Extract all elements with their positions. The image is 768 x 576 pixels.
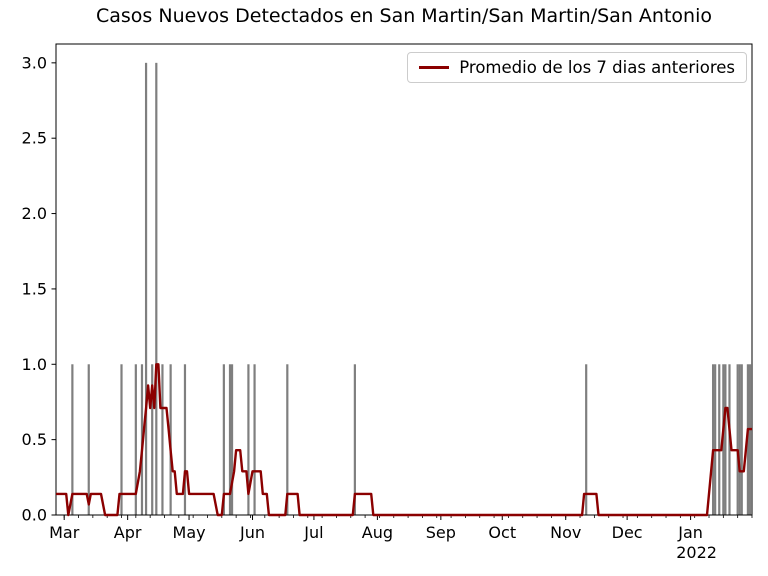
case-bar <box>87 364 90 515</box>
case-bar <box>286 364 289 515</box>
case-bar <box>230 364 234 515</box>
case-bar <box>120 364 123 515</box>
x-year-label: 2022 <box>676 543 717 562</box>
y-tick-label: 2.5 <box>22 129 47 148</box>
axes-spines <box>55 43 753 516</box>
legend-line-swatch <box>419 66 450 69</box>
case-bar <box>134 364 137 515</box>
x-tick-label: May <box>173 523 206 542</box>
case-bar <box>222 364 225 515</box>
case-bar <box>155 62 158 516</box>
x-tick-label: Aug <box>362 523 393 542</box>
case-bar <box>71 364 74 515</box>
chart-title: Casos Nuevos Detectados en San Martin/Sa… <box>96 5 712 27</box>
y-tick-label: 1.0 <box>22 355 47 374</box>
x-tick-label: Dec <box>612 523 643 542</box>
case-bar <box>151 364 154 515</box>
x-tick-label: Jul <box>303 523 323 542</box>
case-bar <box>144 62 148 516</box>
case-bar <box>228 364 232 515</box>
case-bar <box>718 364 721 515</box>
x-tick-label: Jun <box>239 523 265 542</box>
legend-label: Promedio de los 7 dias anteriores <box>459 58 735 77</box>
case-bar <box>736 364 739 515</box>
case-bar <box>353 364 356 515</box>
y-tick-label: 1.5 <box>22 279 47 298</box>
case-bar <box>247 364 250 515</box>
x-tick-label: Mar <box>49 523 80 542</box>
case-bar <box>712 364 715 515</box>
x-tick-label: Sep <box>426 523 456 542</box>
y-tick-label: 2.0 <box>22 204 47 223</box>
x-tick-label: Jan <box>677 523 703 542</box>
x-tick-label: Apr <box>114 523 142 542</box>
case-bar <box>740 364 743 515</box>
average-line <box>56 363 752 517</box>
legend-box: Promedio de los 7 dias anteriores <box>407 52 747 83</box>
case-bar <box>714 364 717 515</box>
case-bar <box>724 364 727 515</box>
y-tick-label: 3.0 <box>22 53 47 72</box>
case-bar <box>253 364 256 515</box>
y-tick-label: 0.5 <box>22 430 47 449</box>
case-bar <box>738 364 741 515</box>
x-tick-label: Nov <box>550 523 581 542</box>
case-bar <box>161 364 164 515</box>
y-tick-label: 0.0 <box>22 506 47 525</box>
case-bar <box>183 364 187 515</box>
case-bar <box>748 364 752 515</box>
x-tick-label: Oct <box>488 523 516 542</box>
case-bar <box>585 364 588 515</box>
